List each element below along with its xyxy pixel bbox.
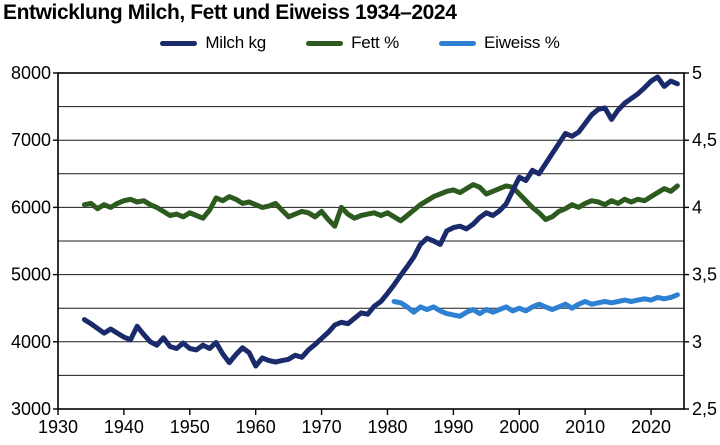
y-left-tick-label: 6000 [11, 197, 51, 217]
fett-line-swatch-icon [306, 40, 344, 46]
plot-border [57, 72, 685, 410]
legend-label-eiweiss: Eiweiss % [484, 33, 560, 52]
legend-label-milch: Milch kg [205, 33, 267, 52]
y-left-tick-label: 4000 [11, 332, 51, 352]
y-right-tick-label: 5 [692, 63, 702, 83]
y-left-tick-label: 3000 [11, 399, 51, 419]
y-left-tick-label: 7000 [11, 130, 51, 150]
eiweiss-line-swatch-icon [439, 40, 476, 46]
y-right-tick-label: 3,5 [692, 265, 717, 285]
x-tick-label: 1940 [104, 417, 144, 437]
x-tick-label: 1980 [367, 417, 407, 437]
legend-item-milch: Milch kg [160, 33, 266, 53]
x-tick-label: 1950 [170, 417, 210, 437]
legend-label-fett: Fett % [351, 33, 399, 52]
milch-line-swatch-icon [160, 40, 198, 46]
y-right-tick-label: 3 [692, 332, 702, 352]
legend-item-fett: Fett % [306, 33, 399, 53]
legend-item-eiweiss: Eiweiss % [439, 33, 560, 53]
y-left-tick-label: 8000 [11, 63, 51, 83]
x-tick-label: 1990 [433, 417, 473, 437]
eiweiss-line [391, 292, 680, 319]
y-right-tick-label: 2,5 [692, 399, 717, 419]
milch-line [81, 74, 680, 369]
y-right-tick-label: 4,5 [692, 130, 717, 150]
y-left-tick-label: 5000 [11, 265, 51, 285]
chart-legend: Milch kg Fett % Eiweiss % [0, 33, 720, 53]
x-tick-label: 1960 [236, 417, 276, 437]
y-right-tick-label: 4 [692, 197, 702, 217]
x-tick-label: 2010 [565, 417, 605, 437]
fett-line [81, 182, 680, 229]
x-tick-label: 2020 [631, 417, 671, 437]
x-tick-label: 1930 [38, 417, 78, 437]
x-tick-label: 2000 [499, 417, 539, 437]
x-tick-label: 1970 [302, 417, 342, 437]
chart-title: Entwicklung Milch, Fett und Eiweiss 1934… [3, 1, 457, 24]
